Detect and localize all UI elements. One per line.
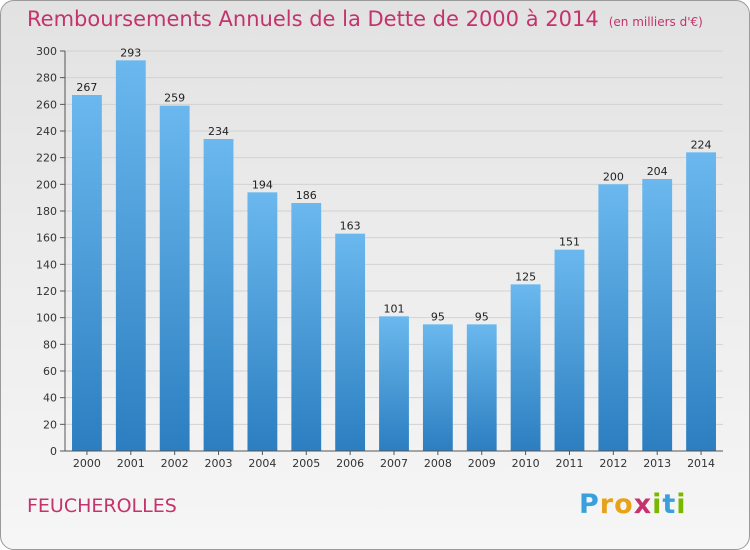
- y-tick-label: 100: [36, 312, 57, 325]
- logo-letter: o: [614, 489, 634, 520]
- y-tick-label: 220: [36, 152, 57, 165]
- x-tick-label: 2004: [248, 457, 276, 470]
- x-axis: 2000 2001 2002 2003 2004 2005 2006 2007 2008 2009…: [65, 450, 723, 470]
- data-label: 200: [603, 170, 624, 183]
- commune-name: FEUCHEROLLES: [27, 495, 177, 517]
- x-tick-label: 2005: [292, 457, 320, 470]
- y-tick-label: 20: [43, 418, 57, 431]
- y-tick-label: 240: [36, 125, 57, 138]
- y-tick-label: 180: [36, 205, 57, 218]
- data-label: 95: [475, 310, 489, 323]
- data-label: 204: [647, 165, 668, 178]
- data-label: 194: [252, 178, 273, 191]
- x-tick-label: 2012: [599, 457, 627, 470]
- data-label: 234: [208, 125, 229, 138]
- bar-2006: [335, 233, 366, 451]
- bar-2009: [466, 324, 497, 451]
- bar-2014: [686, 152, 716, 452]
- y-axis: 0 20 40 60 80 100 120 140 160 180 200 220 240 260 280 3…: [36, 45, 66, 458]
- proxiti-logo: Proxiti: [579, 489, 687, 520]
- y-tick-label: 280: [36, 72, 57, 85]
- x-tick-label: 2013: [643, 457, 671, 470]
- x-tick-label: 2006: [336, 457, 364, 470]
- chart-title: Remboursements Annuels de la Dette de 20…: [27, 7, 703, 31]
- y-tick-label: 260: [36, 98, 57, 111]
- x-tick-label: 2003: [205, 457, 233, 470]
- bar-2008: [422, 324, 453, 451]
- y-tick-label: 40: [43, 392, 57, 405]
- bar-2013: [642, 179, 673, 451]
- logo-letter: t: [662, 489, 677, 520]
- bar-2004: [247, 192, 278, 452]
- y-tick-label: 140: [36, 258, 57, 271]
- y-tick-label: 200: [36, 178, 57, 191]
- x-tick-label: 2002: [161, 457, 189, 470]
- data-label: 151: [559, 236, 580, 249]
- x-tick-label: 2009: [468, 457, 496, 470]
- data-label: 293: [120, 46, 141, 59]
- bar-2011: [554, 249, 585, 451]
- data-label: 259: [164, 92, 185, 105]
- bar-2001: [115, 60, 146, 451]
- data-label: 224: [691, 138, 712, 151]
- y-tick-label: 80: [43, 338, 57, 351]
- logo-letter: P: [579, 489, 600, 520]
- title-text: Remboursements Annuels de la Dette de 20…: [27, 7, 599, 31]
- bar-2000: [72, 95, 102, 451]
- data-label: 163: [340, 220, 361, 233]
- bars: 267 293 259 234 194 186 163 101 95 95 125 151 200 204…: [72, 46, 716, 452]
- x-tick-label: 2000: [73, 457, 101, 470]
- bar-2002: [159, 105, 190, 452]
- x-tick-label: 2010: [512, 457, 540, 470]
- bar-2007: [379, 316, 409, 451]
- x-tick-label: 2001: [117, 457, 145, 470]
- logo-letter: i: [676, 489, 687, 520]
- y-tick-label: 0: [50, 445, 57, 458]
- y-tick-label: 120: [36, 285, 57, 298]
- data-label: 101: [384, 302, 405, 315]
- bar-2012: [598, 184, 629, 452]
- y-tick-label: 160: [36, 232, 57, 245]
- logo-letter: i: [652, 489, 663, 520]
- data-label: 125: [515, 270, 536, 283]
- bar-2003: [203, 139, 234, 451]
- data-label: 186: [296, 189, 317, 202]
- y-tick-label: 60: [43, 365, 57, 378]
- bar-2010: [510, 284, 541, 451]
- unit-label: (en milliers d'€): [608, 15, 703, 29]
- logo-letter: x: [633, 489, 653, 520]
- x-tick-label: 2011: [555, 457, 583, 470]
- y-tick-label: 300: [36, 45, 57, 58]
- data-label: 95: [431, 310, 445, 323]
- data-label: 267: [76, 81, 97, 94]
- x-tick-label: 2014: [687, 457, 715, 470]
- x-tick-label: 2007: [380, 457, 408, 470]
- logo-letter: r: [599, 489, 615, 520]
- bar-2005: [291, 203, 322, 451]
- x-tick-label: 2008: [424, 457, 452, 470]
